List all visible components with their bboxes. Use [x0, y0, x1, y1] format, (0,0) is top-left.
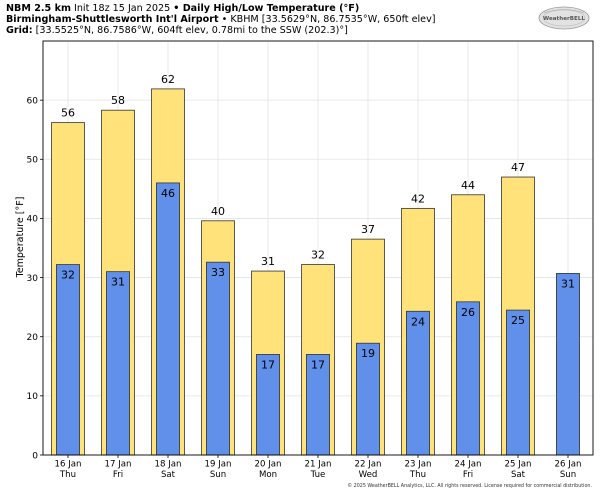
low-temp-label: 24 — [411, 315, 425, 328]
low-temp-bar — [206, 261, 230, 456]
x-tick-day-label: Thu — [409, 470, 426, 480]
x-tick-day-label: Sun — [560, 470, 576, 480]
low-temp-label: 17 — [261, 358, 275, 371]
y-tick-label: 40 — [27, 215, 39, 225]
low-temp-label: 31 — [111, 276, 125, 289]
plot-frame — [42, 40, 594, 456]
bars: 56 32 58 31 62 46 40 33 31 17 32 17 37 19 42 24 44 26 47 25… — [51, 73, 580, 456]
x-tick-date-label: 19 Jan — [205, 460, 232, 470]
x-tick-date-label: 21 Jan — [305, 460, 332, 470]
station-name: Birmingham-Shuttlesworth Int'l Airport — [6, 14, 219, 25]
x-tick-day-label: Sun — [210, 470, 226, 480]
low-temp-bar — [106, 271, 130, 456]
high-temp-label: 44 — [461, 179, 475, 192]
high-temp-label: 58 — [111, 94, 125, 107]
low-temp-label: 19 — [361, 347, 375, 360]
x-tick-date-label: 26 Jan — [555, 460, 582, 470]
low-temp-label: 32 — [61, 269, 75, 282]
low-temp-bar — [406, 310, 430, 456]
copyright-notice: © 2025 WeatherBELL Analytics, LLC. All r… — [347, 484, 592, 489]
axes — [40, 40, 594, 458]
high-temp-label: 62 — [161, 73, 175, 86]
x-tick-date-label: 24 Jan — [455, 460, 482, 470]
x-tick-date-label: 17 Jan — [105, 460, 132, 470]
high-temp-label: 47 — [511, 161, 525, 174]
logo-text: WeatherBELL — [543, 16, 585, 22]
product-title: • Daily High/Low Temperature (°F) — [173, 3, 360, 14]
high-temp-label: 40 — [211, 205, 225, 218]
low-temp-bar — [506, 309, 530, 456]
high-temp-label: 31 — [261, 255, 275, 268]
low-temp-bar — [56, 264, 80, 456]
x-tick-day-label: Fri — [463, 470, 473, 480]
x-tick-day-label: Mon — [259, 470, 277, 480]
low-temp-bar — [156, 182, 180, 456]
x-tick-day-label: Thu — [59, 470, 76, 480]
high-temp-label: 32 — [311, 249, 325, 262]
x-tick-day-label: Wed — [359, 470, 378, 480]
x-tick-day-label: Sat — [511, 470, 526, 480]
grid-details: [33.5525°N, 86.7586°W, 604ft elev, 0.78m… — [32, 25, 348, 36]
low-temp-bar — [456, 301, 480, 456]
y-tick-label: 20 — [27, 333, 39, 343]
y-axis-label: Temperature [°F] — [15, 197, 26, 279]
x-tick-day-label: Fri — [113, 470, 123, 480]
x-tick-day-label: Sat — [161, 470, 176, 480]
x-tick-date-label: 18 Jan — [155, 460, 182, 470]
header-model-line: NBM 2.5 km Init 18z 15 Jan 2025 • Daily … — [6, 3, 359, 14]
x-tick-date-label: 20 Jan — [255, 460, 282, 470]
y-tick-label: 60 — [27, 96, 39, 106]
x-tick-day-label: Tue — [310, 470, 326, 480]
header-station-line: Birmingham-Shuttlesworth Int'l Airport •… — [6, 14, 436, 25]
low-temp-label: 31 — [561, 277, 575, 290]
y-tick-label: 10 — [27, 392, 39, 402]
y-tick-label: 30 — [27, 274, 39, 284]
high-temp-label: 37 — [361, 223, 375, 236]
header-grid-line: Grid: [33.5525°N, 86.7586°W, 604ft elev,… — [6, 25, 348, 36]
high-temp-label: 56 — [61, 107, 75, 120]
low-temp-label: 26 — [461, 306, 475, 319]
y-tick-labels: 0 10 20 30 40 50 60 — [27, 96, 39, 461]
x-tick-date-label: 23 Jan — [405, 460, 432, 470]
x-tick-date-label: 16 Jan — [55, 460, 82, 470]
high-temp-label: 42 — [411, 192, 425, 205]
station-details: • KBHM [33.5629°N, 86.7535°W, 650ft elev… — [218, 14, 436, 25]
low-temp-label: 17 — [311, 358, 325, 371]
y-tick-label: 50 — [27, 156, 39, 166]
x-tick-date-label: 25 Jan — [505, 460, 532, 470]
low-temp-label: 33 — [211, 266, 225, 279]
init-time: Init 18z 15 Jan 2025 — [70, 3, 174, 14]
low-temp-bar — [556, 273, 580, 456]
logo-emblem-icon — [538, 6, 590, 30]
x-tick-date-label: 22 Jan — [355, 460, 382, 470]
low-temp-label: 25 — [511, 314, 525, 327]
model-name: NBM 2.5 km — [6, 3, 71, 14]
low-temp-label: 46 — [161, 187, 175, 200]
grid-label: Grid: — [6, 25, 33, 36]
weatherbell-logo: WeatherBELL — [538, 6, 590, 30]
y-tick-label: 0 — [32, 451, 38, 461]
